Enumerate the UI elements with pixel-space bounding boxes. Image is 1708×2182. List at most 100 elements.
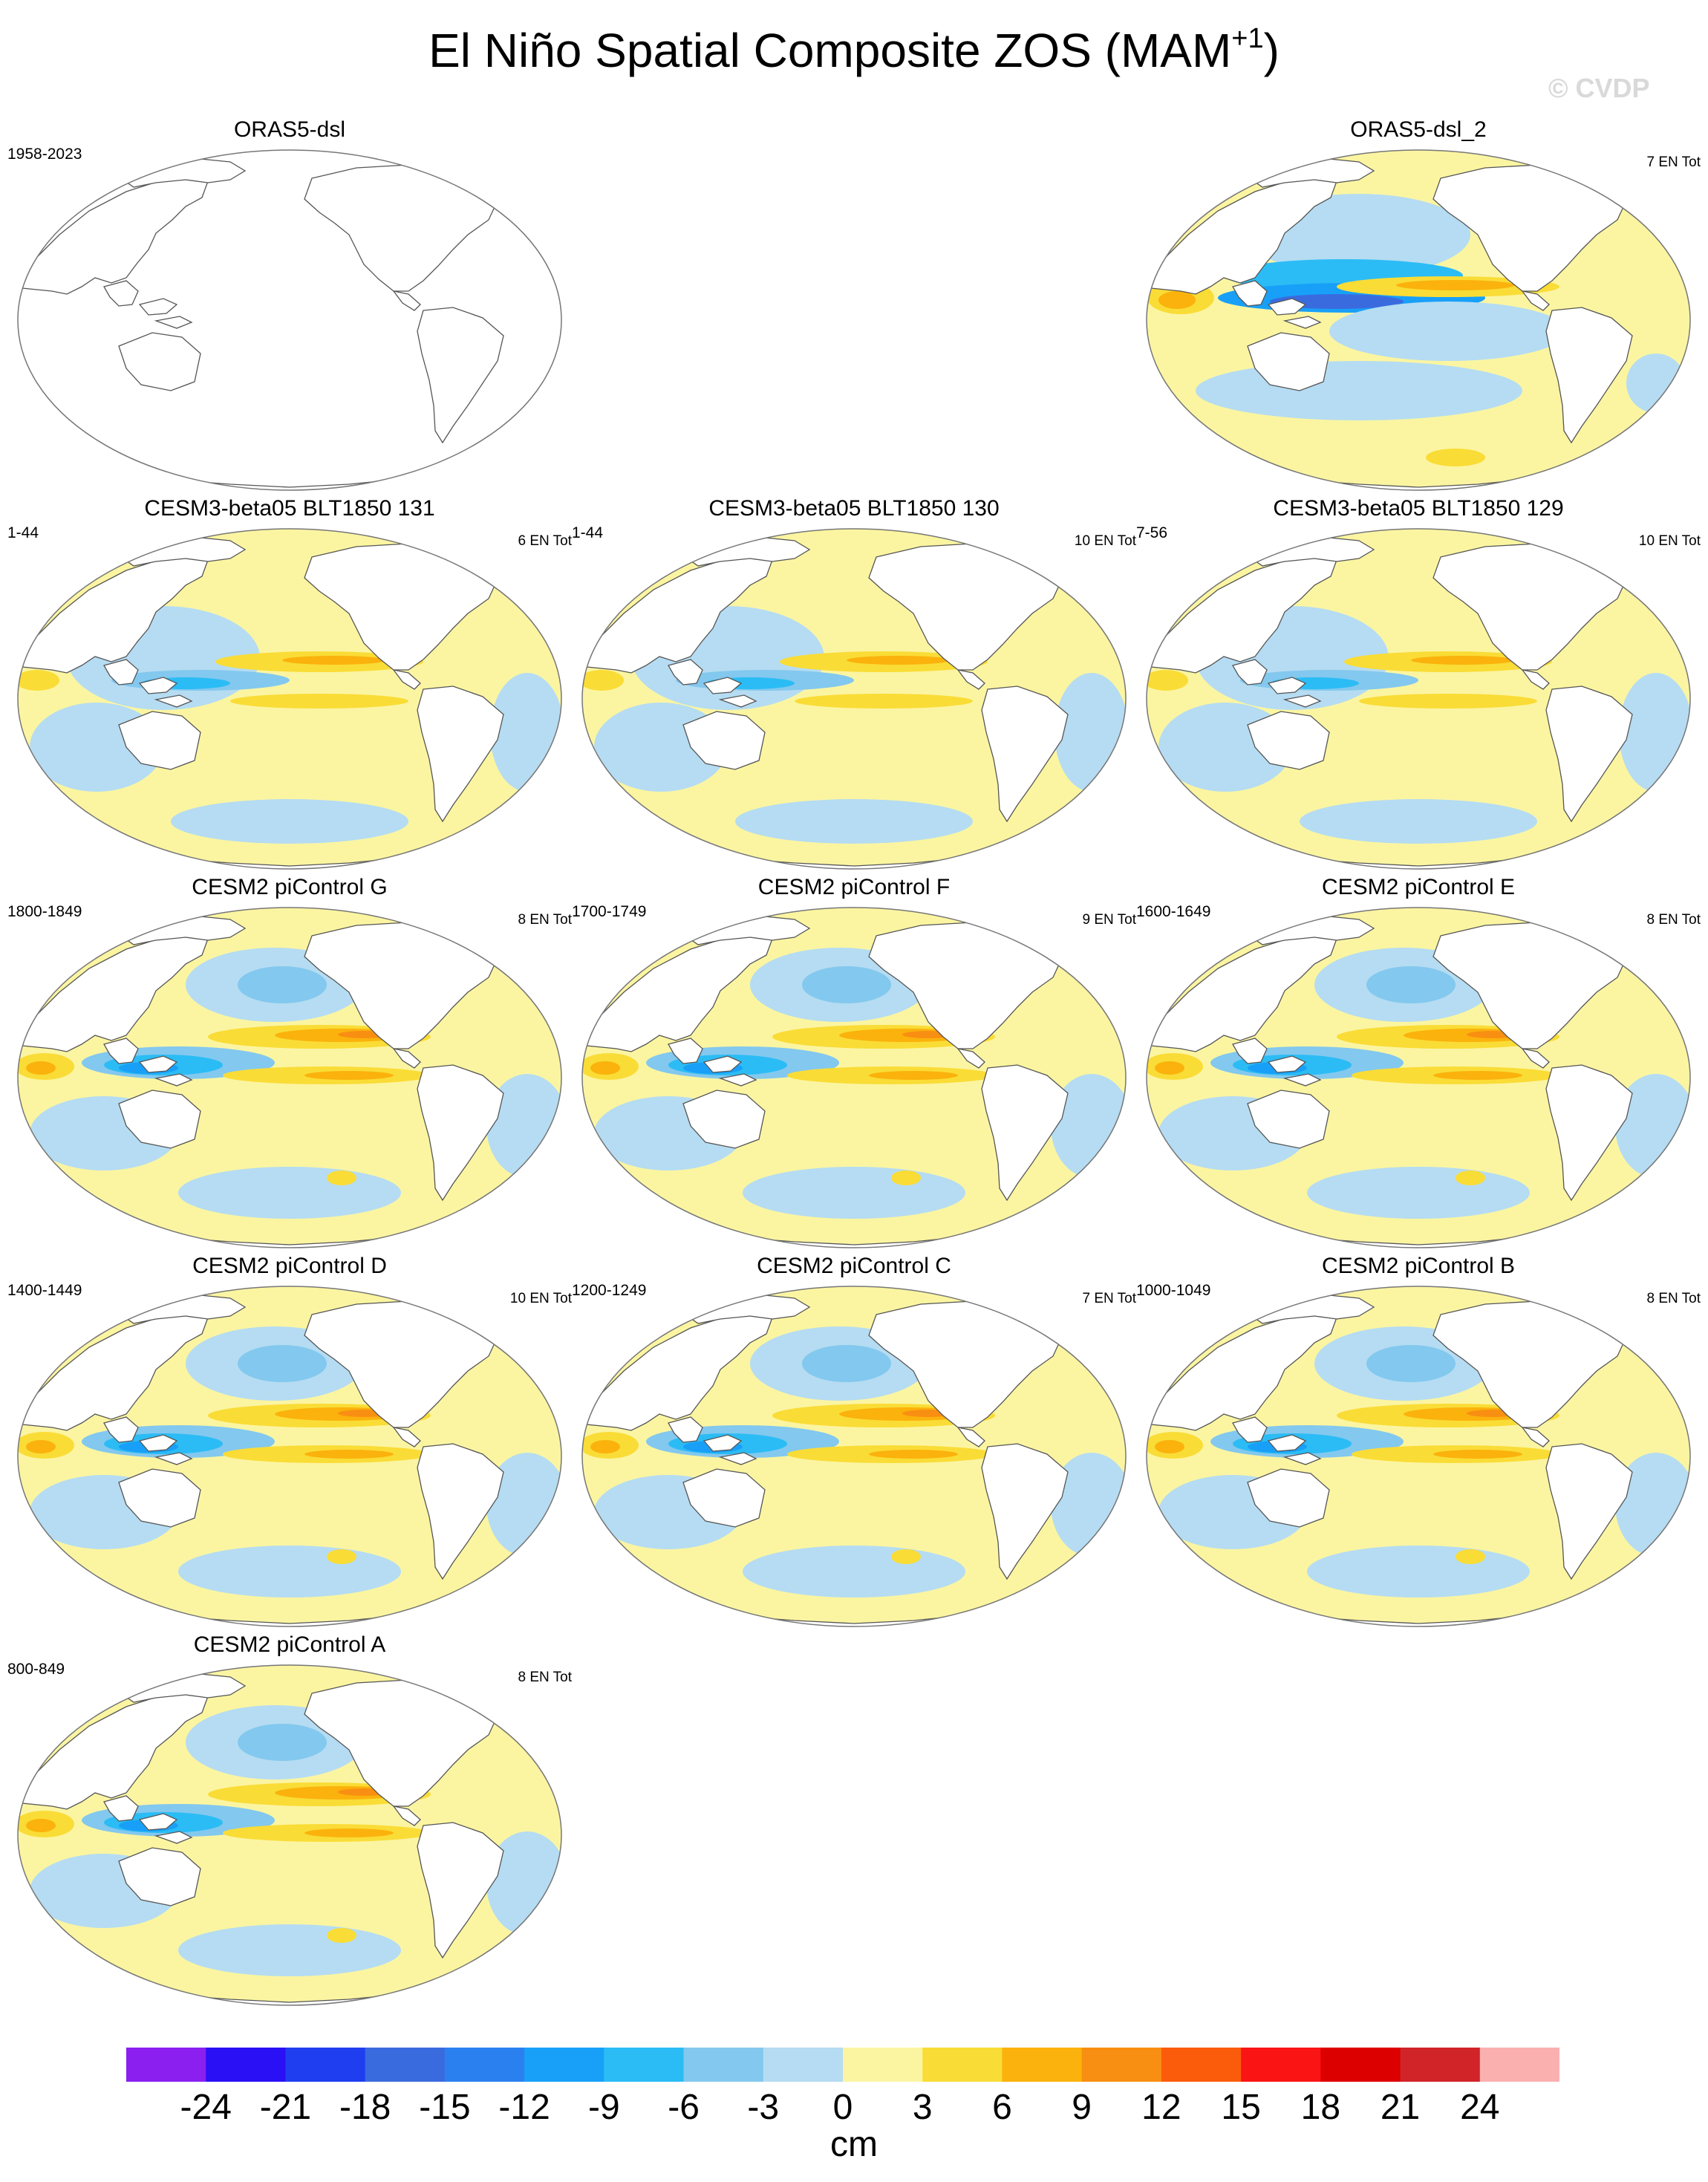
map-boundary bbox=[581, 528, 1127, 870]
colorbar-tick-label: 6 bbox=[992, 2088, 1012, 2127]
panel-event-count: 10 EN Tot bbox=[509, 1291, 572, 1306]
world-map bbox=[17, 528, 562, 870]
landmass bbox=[118, 1090, 201, 1149]
colorbar-tick-label: 18 bbox=[1300, 2088, 1341, 2127]
colorbar-swatch bbox=[1002, 2048, 1083, 2082]
landmass bbox=[1046, 1296, 1101, 1335]
landmass bbox=[138, 1813, 178, 1831]
world-map bbox=[581, 1286, 1127, 1627]
panel-period: 1000-1049 bbox=[1136, 1282, 1211, 1299]
landmass bbox=[1545, 1064, 1633, 1202]
landmass bbox=[154, 316, 193, 329]
colorbar-units: cm bbox=[830, 2125, 878, 2164]
panel-title: CESM2 piControl F bbox=[757, 875, 951, 899]
panel-period: 1-44 bbox=[7, 524, 39, 541]
colorbar-tick-label: 0 bbox=[832, 2088, 853, 2127]
landmass bbox=[1232, 1416, 1268, 1443]
colorbar-swatch bbox=[1320, 2048, 1401, 2082]
landmass bbox=[981, 1064, 1069, 1202]
landmass bbox=[1545, 307, 1633, 444]
panel-event-count: 8 EN Tot bbox=[1646, 1291, 1701, 1306]
landmass bbox=[1611, 538, 1666, 577]
landmass bbox=[956, 1427, 985, 1447]
map-boundary bbox=[17, 907, 562, 1248]
landmass bbox=[154, 1452, 193, 1465]
colorbar-tick-label: 9 bbox=[1072, 2088, 1092, 2127]
map-panel: CESM2 piControl G 1800-1849 8 EN Tot bbox=[7, 875, 572, 1248]
colorbar-ticks: -24 -21 -18 -15 -12 -9 -6 -3 0 3 6 9 12 15 18 21 24 bbox=[0, 2087, 1708, 2131]
map-panel: CESM2 piControl F 1700-1749 9 EN Tot bbox=[572, 875, 1136, 1248]
landmass bbox=[703, 677, 743, 694]
landmass bbox=[417, 307, 504, 444]
landmass bbox=[1247, 711, 1330, 770]
title-superscript: +1 bbox=[1231, 23, 1264, 54]
panel-period: 1600-1649 bbox=[1136, 903, 1211, 920]
panel-event-count: 8 EN Tot bbox=[1646, 912, 1701, 928]
landmass bbox=[1282, 1452, 1322, 1465]
world-map bbox=[1146, 149, 1691, 491]
map-panel: CESM2 piControl A 800-849 8 EN Tot bbox=[7, 1632, 572, 2006]
colorbar-swatch bbox=[1081, 2048, 1162, 2082]
map-boundary bbox=[17, 528, 562, 870]
landmass bbox=[718, 1073, 757, 1087]
colorbar-swatch bbox=[1400, 2048, 1481, 2082]
panel-event-count: 7 EN Tot bbox=[1082, 1291, 1136, 1306]
landmass bbox=[682, 711, 766, 770]
landmass bbox=[1521, 1048, 1550, 1069]
landmass bbox=[138, 677, 178, 694]
landmass bbox=[154, 694, 193, 708]
world-map bbox=[1146, 907, 1691, 1248]
landmass bbox=[1282, 316, 1322, 329]
map-panel: CESM3-beta05 BLT1850 129 7-56 10 EN Tot bbox=[1136, 496, 1701, 870]
panel-event-count: 9 EN Tot bbox=[1082, 912, 1136, 928]
colorbar-swatch bbox=[285, 2048, 366, 2082]
landmass bbox=[668, 1038, 703, 1064]
landmass bbox=[1282, 1073, 1322, 1087]
colorbar-swatch bbox=[1161, 2048, 1242, 2082]
landmass bbox=[668, 1416, 703, 1443]
landmass bbox=[668, 659, 703, 685]
landmass bbox=[482, 538, 537, 577]
map-boundary bbox=[17, 1286, 562, 1627]
panel-title: CESM2 piControl E bbox=[1321, 875, 1516, 899]
map-boundary bbox=[1146, 528, 1691, 870]
landmass bbox=[956, 669, 985, 690]
landmass bbox=[1232, 280, 1268, 307]
landmass bbox=[18, 175, 209, 295]
landmass bbox=[138, 1434, 178, 1452]
landmass bbox=[118, 1468, 201, 1528]
world-map bbox=[1146, 1286, 1691, 1627]
landmass bbox=[118, 711, 201, 770]
landmass bbox=[1147, 1311, 1337, 1431]
colorbar-tick-label: -6 bbox=[668, 2088, 700, 2127]
colorbar-tick-label: 21 bbox=[1380, 2088, 1421, 2127]
landmass bbox=[392, 1427, 421, 1447]
main-title: El Niño Spatial Composite ZOS (MAM+1) bbox=[0, 21, 1708, 80]
landmass bbox=[103, 659, 139, 685]
landmass bbox=[1147, 932, 1337, 1052]
landmass bbox=[417, 685, 504, 823]
colorbar-swatch bbox=[604, 2048, 685, 2082]
colorbar-tick-label: -21 bbox=[259, 2088, 312, 2127]
landmass bbox=[1611, 917, 1666, 956]
landmass bbox=[582, 553, 773, 674]
landmass bbox=[1611, 160, 1666, 198]
panel-period: 1958-2023 bbox=[7, 146, 82, 163]
panel-event-count: 8 EN Tot bbox=[518, 912, 572, 928]
landmass bbox=[1611, 1296, 1666, 1335]
panel-title: CESM3-beta05 BLT1850 130 bbox=[708, 496, 1000, 521]
landmass bbox=[1232, 659, 1268, 685]
panel-title: CESM3-beta05 BLT1850 131 bbox=[144, 496, 435, 521]
colorbar-swatch bbox=[1479, 2048, 1559, 2082]
panel-period: 1700-1749 bbox=[572, 903, 647, 920]
landmass bbox=[956, 1048, 985, 1069]
map-panel: CESM2 piControl D 1400-1449 10 EN Tot bbox=[7, 1254, 572, 1627]
landmass bbox=[1267, 1055, 1307, 1073]
landmass bbox=[118, 332, 201, 391]
map-boundary bbox=[1146, 907, 1691, 1248]
landmass bbox=[682, 1090, 766, 1149]
landmass bbox=[417, 1064, 504, 1202]
landmass bbox=[392, 1048, 421, 1069]
panel-title: CESM2 piControl A bbox=[193, 1632, 386, 1657]
panel-title: CESM2 piControl D bbox=[192, 1254, 387, 1278]
